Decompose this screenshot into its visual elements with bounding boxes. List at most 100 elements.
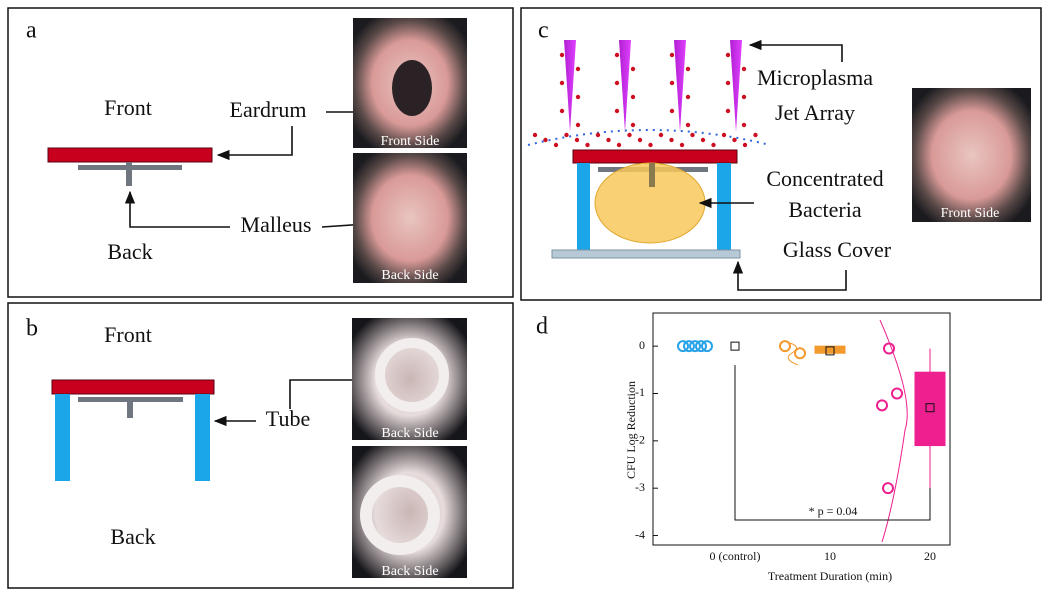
panel-label: a bbox=[26, 18, 37, 44]
plasma-dot bbox=[743, 143, 747, 147]
arrow bbox=[750, 45, 842, 62]
data-point bbox=[892, 388, 902, 398]
jet-array bbox=[528, 40, 770, 147]
plasma-dot bbox=[585, 143, 589, 147]
plasma-dot bbox=[726, 81, 730, 85]
plasma-dot bbox=[615, 109, 619, 113]
figure: a b c d Front Eardrum Malleus Back Front… bbox=[0, 0, 1048, 590]
plasma-dot bbox=[670, 109, 674, 113]
photo-caption: Back Side bbox=[381, 426, 438, 441]
plasma-dot bbox=[690, 133, 694, 137]
label-text: Back bbox=[107, 239, 152, 264]
photo-caption: Back Side bbox=[381, 564, 438, 579]
plasma-dot bbox=[596, 133, 600, 137]
label-text: Jet Array bbox=[775, 100, 855, 125]
tube-diagram bbox=[52, 380, 214, 481]
plasma-dot bbox=[732, 138, 736, 142]
plasma-dot bbox=[615, 81, 619, 85]
data-point bbox=[884, 344, 894, 354]
label-text: Front bbox=[104, 322, 152, 347]
plasma-dot bbox=[670, 81, 674, 85]
y-tick-label: 0 bbox=[639, 338, 645, 352]
label-text: Microplasma bbox=[757, 65, 873, 90]
data-point bbox=[795, 348, 805, 358]
density-curve bbox=[880, 320, 907, 542]
photo-caption: Front Side bbox=[941, 206, 1000, 221]
label-text: Tube bbox=[266, 406, 310, 431]
plasma-dot bbox=[576, 95, 580, 99]
plasma-dot bbox=[543, 138, 547, 142]
label-text: Bacteria bbox=[788, 197, 862, 222]
photo bbox=[352, 318, 467, 440]
data-point bbox=[883, 483, 893, 493]
data-point bbox=[877, 400, 887, 410]
plasma-dot bbox=[669, 138, 673, 142]
plasma-dot bbox=[670, 53, 674, 57]
plasma-dot bbox=[576, 123, 580, 127]
x-tick-label: 0 (control) bbox=[710, 549, 761, 563]
mean-marker bbox=[731, 342, 739, 350]
plasma-dot bbox=[631, 95, 635, 99]
plasma-dot bbox=[648, 143, 652, 147]
plasma-dot bbox=[627, 133, 631, 137]
x-axis-title: Treatment Duration (min) bbox=[768, 569, 892, 583]
photo bbox=[912, 88, 1031, 222]
plasma-dot bbox=[576, 67, 580, 71]
plasma-dot bbox=[638, 138, 642, 142]
photo bbox=[353, 153, 467, 283]
arrow bbox=[130, 192, 230, 227]
label-text: Glass Cover bbox=[783, 237, 892, 262]
plasma-dot bbox=[631, 67, 635, 71]
arrow bbox=[738, 262, 846, 290]
y-tick-label: -2 bbox=[635, 433, 645, 447]
plasma-dot bbox=[575, 138, 579, 142]
plasma-dot bbox=[742, 67, 746, 71]
plasma-dot bbox=[753, 133, 757, 137]
plasma-dot bbox=[617, 143, 621, 147]
plasma-dot bbox=[686, 67, 690, 71]
eardrum-diagram bbox=[48, 148, 212, 186]
photo-caption: Front Side bbox=[381, 134, 440, 149]
plasma-dot bbox=[686, 95, 690, 99]
data-point bbox=[780, 341, 790, 351]
plasma-dot bbox=[701, 138, 705, 142]
plasma-dot bbox=[631, 123, 635, 127]
x-tick-label: 20 bbox=[924, 549, 936, 563]
x-tick-label: 10 bbox=[824, 549, 836, 563]
panel-label: d bbox=[536, 314, 548, 340]
chamber-diagram bbox=[552, 150, 740, 258]
photo-detail bbox=[392, 60, 432, 116]
photo-caption: Back Side bbox=[381, 268, 438, 283]
panel-label: b bbox=[26, 316, 38, 342]
y-tick-label: -4 bbox=[635, 527, 645, 541]
label-text: Back bbox=[110, 524, 155, 549]
plasma-dot bbox=[554, 143, 558, 147]
label-text: Front bbox=[104, 95, 152, 120]
plasma-dot bbox=[742, 123, 746, 127]
significance-bracket bbox=[735, 365, 930, 520]
plasma-dot bbox=[606, 138, 610, 142]
label-text: Eardrum bbox=[230, 97, 307, 122]
plasma-dot bbox=[564, 133, 568, 137]
plasma-dot bbox=[560, 53, 564, 57]
plasma-dot bbox=[722, 133, 726, 137]
box bbox=[915, 372, 945, 445]
plasma-dot bbox=[560, 109, 564, 113]
plasma-dot bbox=[742, 95, 746, 99]
plasma-dot bbox=[680, 143, 684, 147]
panel-label: c bbox=[538, 18, 549, 44]
annotation: * p = 0.04 bbox=[809, 504, 858, 518]
plasma-dot bbox=[726, 53, 730, 57]
plasma-dot bbox=[659, 133, 663, 137]
label-text: Concentrated bbox=[766, 166, 883, 191]
plasma-dot bbox=[726, 109, 730, 113]
y-tick-label: -3 bbox=[635, 480, 645, 494]
arrow bbox=[218, 126, 292, 155]
plasma-dot bbox=[560, 81, 564, 85]
plasma-dot bbox=[686, 123, 690, 127]
label-text: Malleus bbox=[241, 212, 312, 237]
plasma-dot bbox=[711, 143, 715, 147]
plasma-dot bbox=[533, 133, 537, 137]
y-tick-label: -1 bbox=[635, 385, 645, 399]
plasma-dot bbox=[615, 53, 619, 57]
